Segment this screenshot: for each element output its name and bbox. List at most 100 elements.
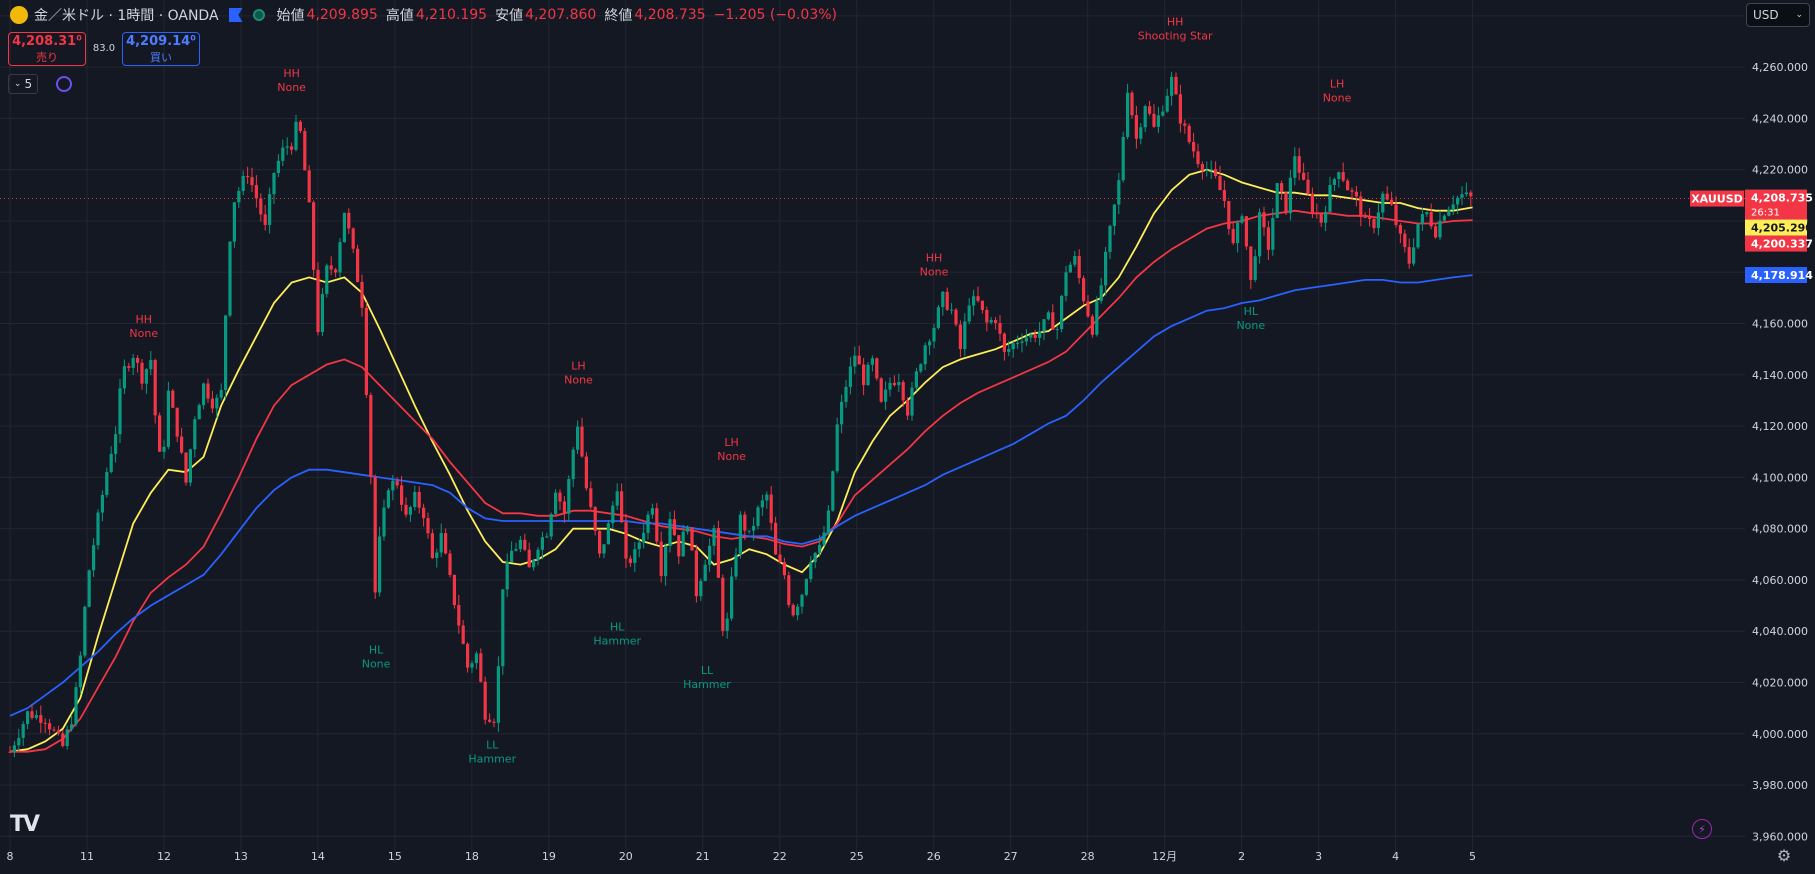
candle-body [818,544,822,553]
pattern-label-bottom: Hammer [593,634,641,647]
candle-body [1104,251,1108,286]
candle-body [659,541,663,577]
candle-body [1271,218,1275,250]
candle-body [721,577,725,631]
candle-body [1456,197,1460,205]
candle-body [1178,94,1182,124]
candle-body [1420,214,1424,224]
x-tick-label: 27 [1004,850,1018,863]
pattern-labels: HHNoneHHNoneHLNoneLLHammerLHNoneHLHammer… [129,16,1351,766]
candle-body [892,382,896,386]
candle-body [202,383,206,406]
ma-price-label-background [1745,267,1807,284]
candle-body [1412,247,1416,264]
candle-body [532,560,536,568]
tradingview-logo-icon[interactable]: TV [10,812,40,837]
candle-body [760,500,764,508]
candle-body [268,194,272,225]
x-tick-label: 26 [927,850,941,863]
sell-button[interactable]: 4,208.31⁰ 売り [8,32,86,66]
pattern-label-top: LH [724,436,738,449]
candle-body [980,300,984,311]
candle-body [144,369,148,384]
y-tick-label: 4,000.000 [1752,728,1808,741]
candle-body [791,604,795,616]
candle-body [628,558,632,563]
candle-body [1042,319,1046,332]
candle-body [734,554,738,577]
candle-body [136,357,140,363]
candle-body [1033,334,1037,338]
candle-body [554,492,558,514]
candle-body [1095,300,1099,335]
candle-body [276,160,280,174]
candle-body [950,309,954,311]
candle-body [188,449,192,483]
pattern-label-top: HL [369,643,384,656]
candle-body [884,389,888,402]
candle-body [743,514,747,531]
candle-body [228,241,232,316]
candle-body [932,327,936,342]
candle-body [1112,204,1116,226]
candle-body [356,248,360,282]
candle-body [461,625,465,644]
indicator-count: 5 [24,77,33,91]
candle-body [1170,76,1174,96]
candle-body [272,173,276,195]
candle-body [1134,115,1138,139]
candle-body [92,545,96,571]
candle-body [1196,151,1200,165]
candle-body [716,528,720,578]
indicators-toggle[interactable]: ⌄ 5 [8,74,38,94]
candle-body [848,366,852,387]
candle-body [1315,212,1319,214]
candle-body [1007,349,1011,352]
candle-body [1152,113,1156,127]
settings-gear-icon[interactable]: ⚙ [1776,845,1792,865]
candle-body [752,525,756,531]
candle-body [580,426,584,457]
candle-body [1280,183,1284,193]
candle-body [479,653,483,682]
candle-body [430,533,434,559]
candle-body [1218,175,1222,191]
market-status-icon[interactable] [252,9,265,21]
ma-price-label: 4,178.914 [1751,269,1813,282]
candle-body [285,146,289,148]
y-tick-label: 3,960.000 [1752,830,1808,843]
candle-body [835,424,839,472]
lightning-icon[interactable]: ⚡ [1692,819,1712,839]
candle-body [967,305,971,322]
candle-body [378,536,382,593]
candle-body [1174,76,1178,95]
buy-label: 買い [150,50,172,64]
candle-body [298,121,302,132]
candle-body [492,721,496,723]
candle-body [906,400,910,416]
candle-body [325,265,329,294]
y-tick-label: 4,020.000 [1752,677,1808,690]
gold-coin-icon [10,6,28,24]
currency-select[interactable]: USD ⌄ [1746,3,1810,27]
candle-body [413,491,417,508]
candle-body [1020,341,1024,343]
high-label: 高値 [385,8,414,24]
flag-icon[interactable] [228,8,243,22]
candle-body [162,446,166,452]
candle-body [1306,179,1310,194]
candle-body [347,212,351,229]
pattern-label-top: LL [486,738,499,751]
price-axis-background [1745,0,1815,874]
candle-body [606,523,610,545]
symbol-title[interactable]: 金／米ドル · 1時間 · OANDA [34,8,219,24]
buy-button[interactable]: 4,209.14⁰ 買い [122,32,200,66]
x-tick-label: 4 [1392,850,1399,863]
open-label: 始値 [276,8,305,24]
y-tick-label: 4,080.000 [1752,523,1808,536]
candle-body [452,574,456,606]
pattern-label-top: HH [283,67,300,80]
